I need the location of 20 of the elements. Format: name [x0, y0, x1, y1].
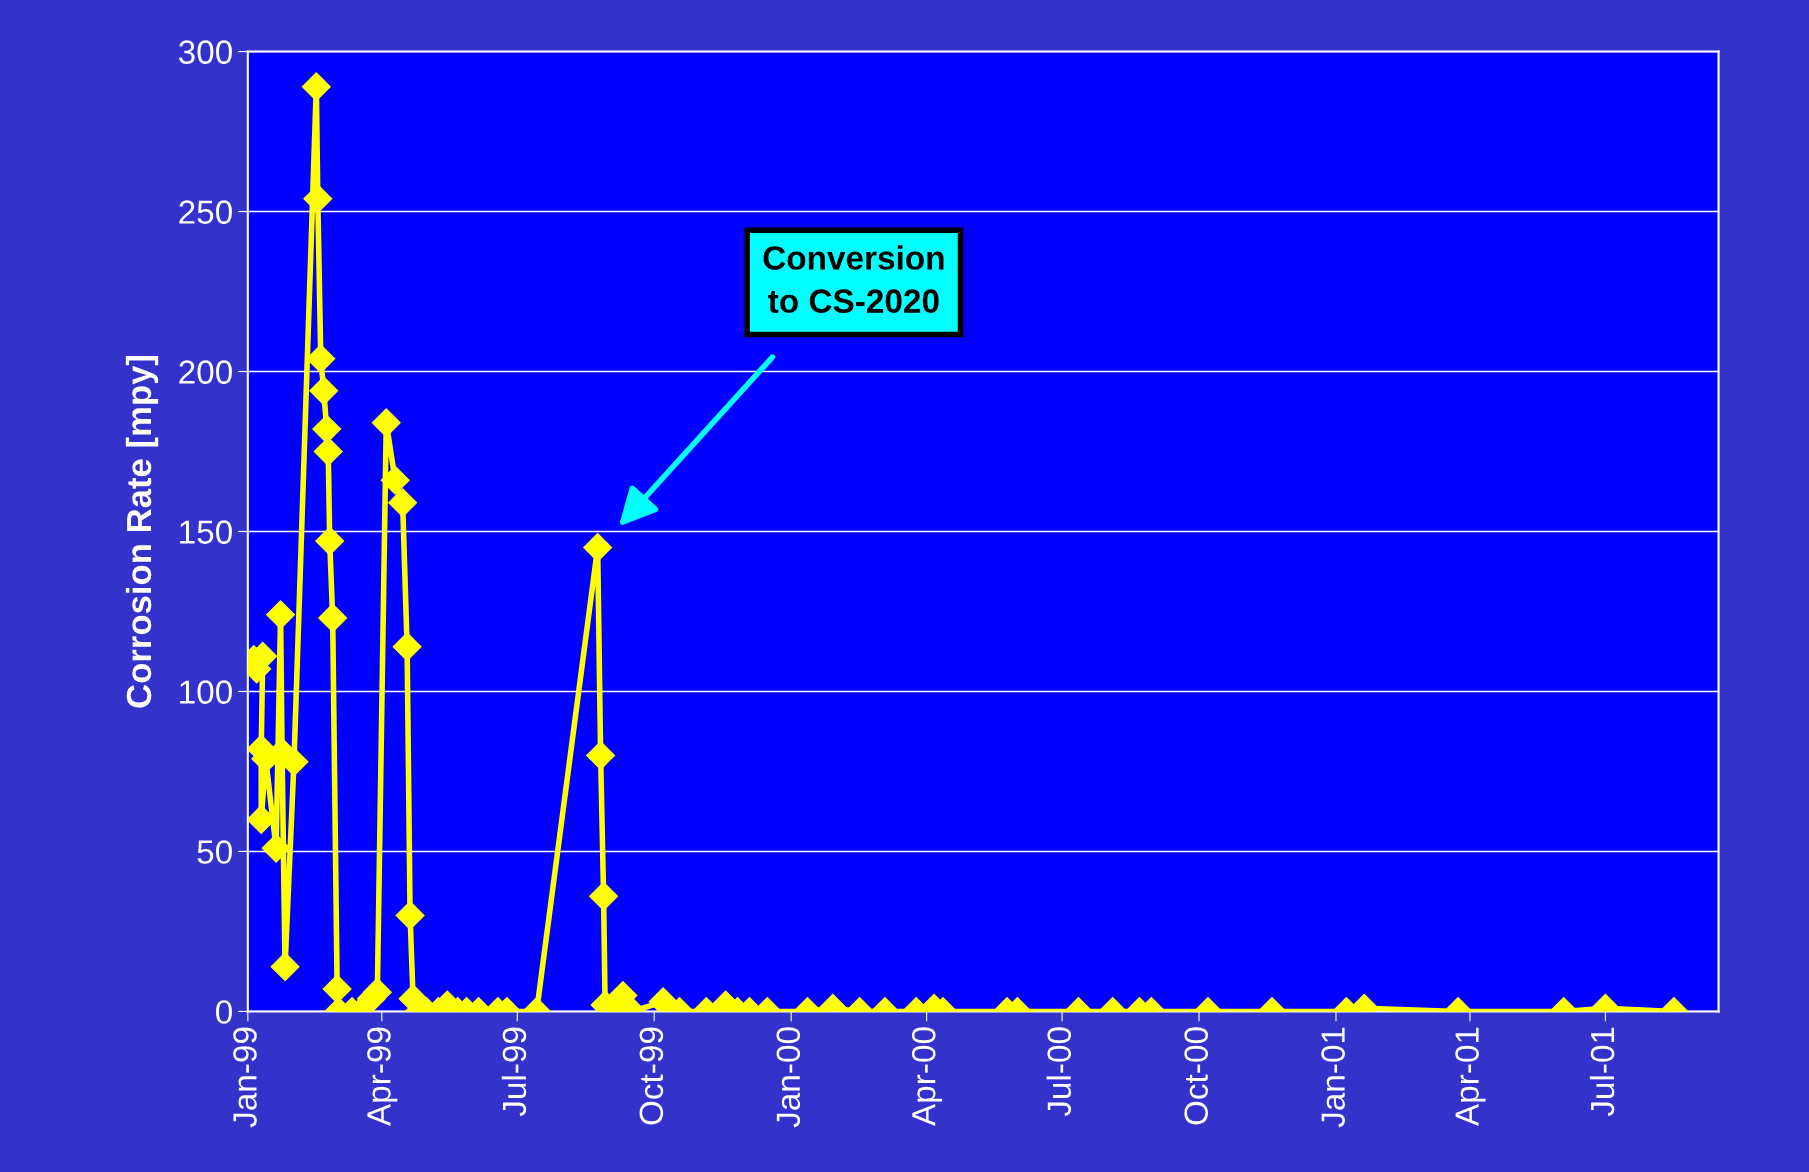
- x-tick-label: Oct-99: [639, 1027, 664, 1125]
- x-tick-label: Jul-01: [1589, 1027, 1615, 1117]
- x-tick-label: Jan-99: [233, 1027, 257, 1128]
- y-tick-label: 100: [180, 680, 232, 704]
- y-tick-label: 50: [197, 840, 232, 864]
- y-tick-label: 150: [180, 520, 232, 544]
- x-tick-label: Jul-99: [501, 1027, 527, 1117]
- y-axis-title: Corrosion Rate [mpy]: [125, 355, 159, 708]
- x-tick-label: Jul-00: [1046, 1027, 1072, 1117]
- x-tick-label: Apr-01: [1455, 1027, 1486, 1126]
- x-tick-label: Jan-00: [776, 1027, 801, 1128]
- y-tick-label: 200: [179, 360, 232, 384]
- annotation: Conversion to CS-2020: [763, 245, 944, 313]
- x-tick-label: Apr-99: [367, 1027, 398, 1126]
- x-tick-label: Oct-00: [1184, 1027, 1208, 1125]
- y-tick-label: 300: [178, 40, 232, 64]
- y-tick-label: 250: [179, 200, 232, 224]
- x-tick-label: Jan-01: [1321, 1027, 1345, 1128]
- x-tick-label: Apr-00: [911, 1027, 943, 1126]
- y-tick-label: 0: [216, 1000, 232, 1024]
